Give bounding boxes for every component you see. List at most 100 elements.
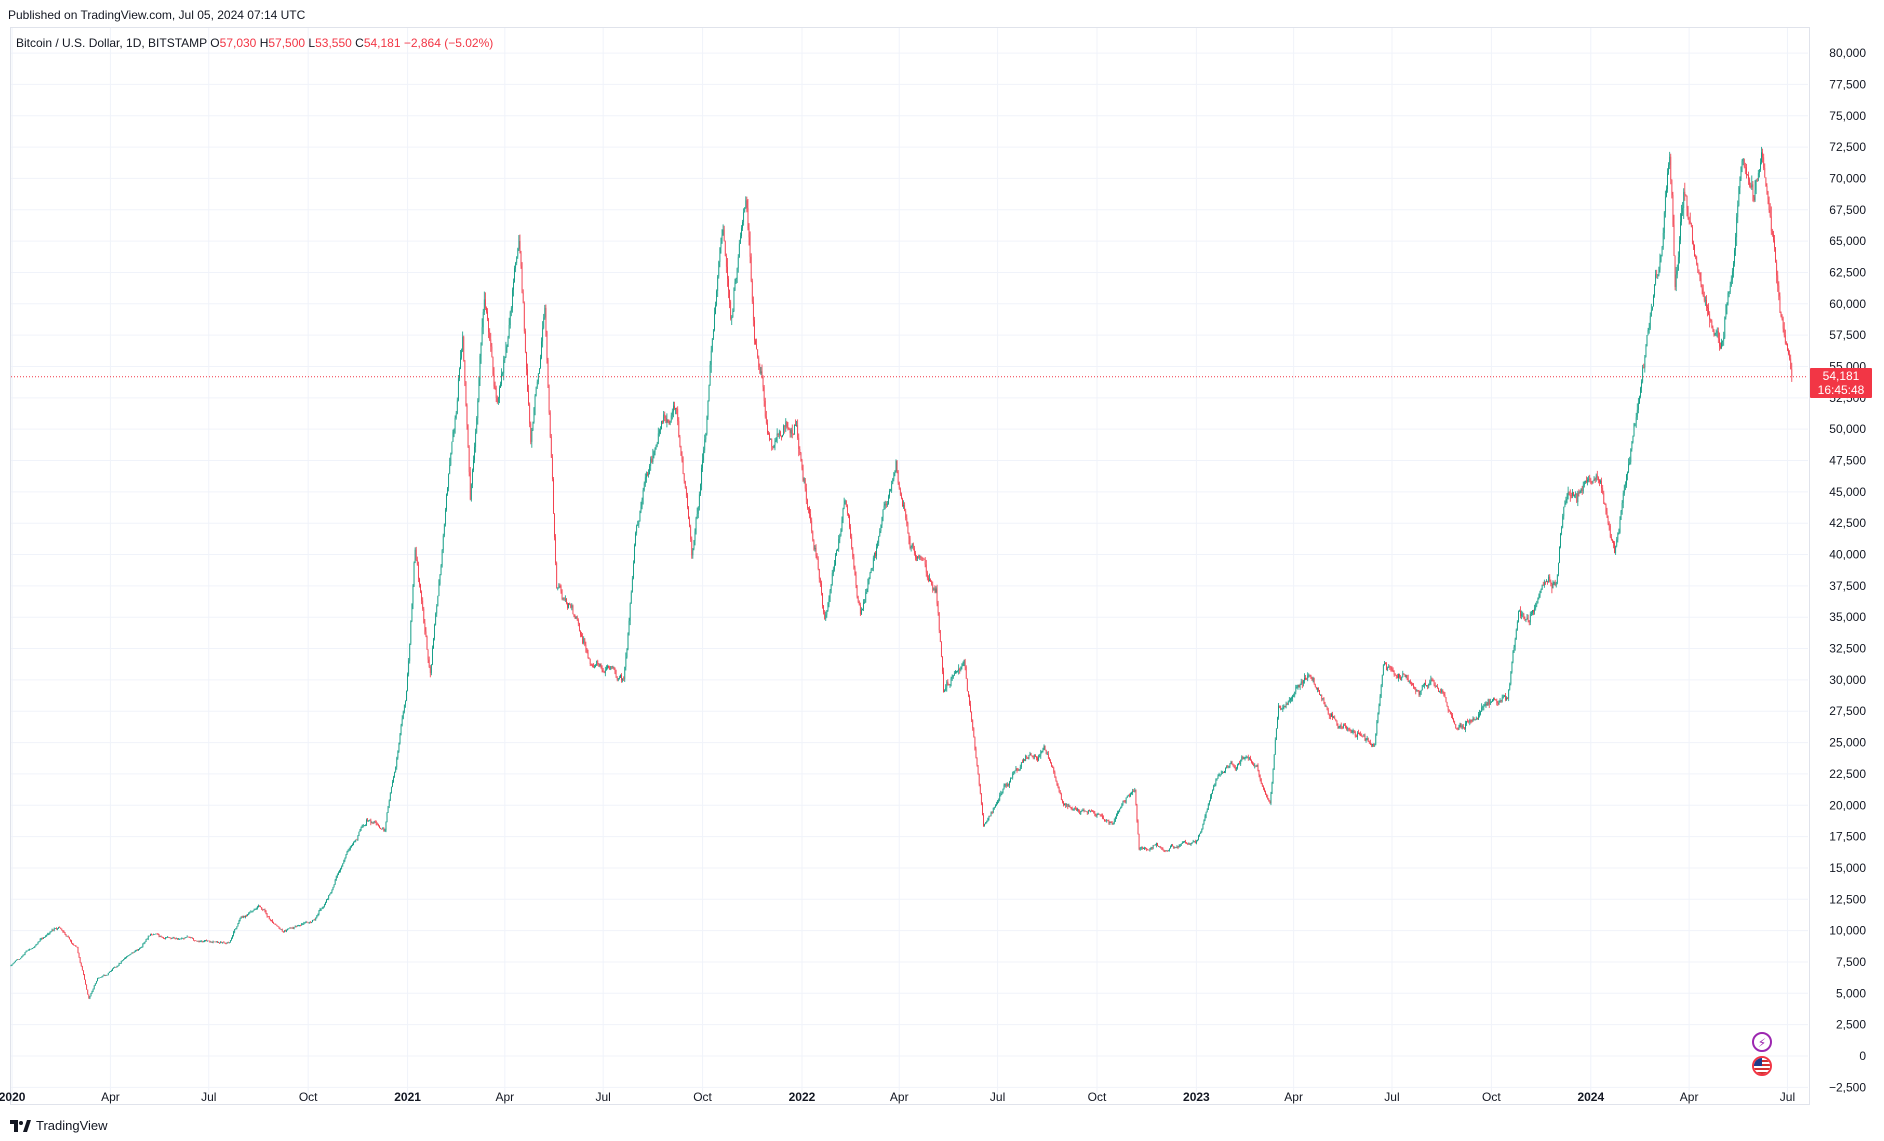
candle-body-down — [551, 457, 553, 479]
symbol-legend[interactable]: Bitcoin / U.S. Dollar, 1D, BITSTAMP O57,… — [16, 36, 493, 50]
candle-body-down — [1108, 821, 1110, 823]
y-tick-label: 65,000 — [1829, 234, 1866, 248]
candle-body-down — [809, 508, 810, 514]
candle-body-up — [1179, 844, 1181, 847]
candle-body-down — [559, 585, 561, 587]
candle-body-up — [129, 954, 131, 956]
candle-body-down — [489, 332, 491, 340]
candle-body-up — [958, 668, 960, 671]
candle-body-down — [1643, 367, 1645, 368]
candle-body-up — [1561, 527, 1563, 534]
candle-body-up — [996, 804, 997, 805]
candle-body-down — [174, 938, 176, 939]
candle-body-down — [1463, 728, 1465, 729]
candle-body-up — [106, 975, 108, 976]
candle-body-down — [942, 656, 943, 672]
candle-body-up — [289, 927, 291, 929]
candle-body-up — [1704, 299, 1706, 301]
candle-body-down — [1369, 742, 1371, 745]
candle-body-up — [541, 341, 542, 358]
candle-body-up — [1041, 751, 1043, 752]
candle-body-down — [580, 631, 581, 635]
candle-body-down — [591, 665, 593, 667]
candle-body-down — [528, 390, 529, 405]
candle-body-up — [316, 916, 318, 918]
candle-body-down — [1686, 195, 1688, 209]
candle-body-down — [1355, 735, 1357, 738]
candle-body-down — [1175, 847, 1177, 848]
x-tick-label: Oct — [693, 1090, 712, 1104]
candle-body-down — [969, 695, 970, 705]
candle-body-down — [1787, 343, 1788, 351]
candle-body-up — [1420, 689, 1422, 692]
candle-body-down — [1417, 690, 1419, 691]
candle-body-up — [353, 842, 354, 845]
candle-body-up — [929, 579, 930, 582]
candle-body-down — [527, 369, 528, 391]
candle-body-down — [1706, 299, 1707, 308]
candle-body-up — [648, 473, 649, 475]
candle-body-down — [768, 433, 769, 435]
candle-body-down — [259, 905, 260, 907]
candle-body-up — [1256, 765, 1258, 767]
candle-body-up — [1150, 847, 1152, 850]
candle-body-up — [1039, 755, 1041, 757]
candle-body-down — [1091, 810, 1092, 812]
candle-body-up — [661, 421, 662, 430]
candle-body-down — [356, 839, 358, 841]
candle-body-up — [199, 941, 201, 942]
candle-body-up — [1087, 810, 1089, 813]
candle-body-up — [1564, 502, 1566, 508]
candle-body-down — [801, 460, 803, 469]
tradingview-footer[interactable]: TradingView — [10, 1118, 108, 1133]
candle-body-up — [1577, 492, 1579, 503]
candle-body-up — [1206, 809, 1208, 813]
candle-body-down — [1431, 679, 1433, 681]
candle-body-up — [625, 657, 627, 667]
candle-body-up — [1742, 158, 1744, 161]
candle-body-down — [569, 603, 571, 605]
us-flag-icon[interactable] — [1752, 1056, 1772, 1076]
candle-body-down — [375, 821, 377, 825]
candle-body-up — [568, 603, 569, 608]
candle-body-up — [837, 548, 839, 551]
candle-body-up — [1015, 768, 1017, 771]
candle-body-down — [964, 660, 966, 667]
candle-body-up — [886, 503, 888, 506]
y-tick-label: 35,000 — [1829, 610, 1866, 624]
candle-body-down — [267, 916, 269, 917]
candle-body-down — [561, 591, 563, 599]
candle-body-up — [653, 452, 655, 456]
candle-body-down — [520, 253, 522, 267]
candle-body-up — [869, 572, 871, 579]
candle-body-down — [1701, 284, 1703, 289]
candle-body-up — [1552, 583, 1554, 589]
candle-body-down — [81, 965, 83, 971]
candle-body-down — [378, 824, 379, 827]
candle-body-up — [1632, 435, 1634, 443]
candle-body-up — [830, 584, 832, 591]
candle-body-up — [604, 669, 606, 673]
candle-body-up — [717, 276, 719, 291]
candle-body-down — [1057, 784, 1059, 788]
candle-body-down — [1141, 846, 1143, 849]
candle-body-up — [435, 613, 437, 625]
candle-body-up — [1293, 695, 1295, 697]
candle-body-up — [1740, 166, 1742, 180]
lightning-icon[interactable]: ⚡ — [1752, 1032, 1772, 1052]
candle-body-down — [1327, 709, 1329, 715]
candle-body-up — [254, 909, 256, 911]
candle-body-up — [34, 946, 36, 948]
candle-body-up — [235, 928, 237, 930]
candle-body-down — [1471, 721, 1473, 722]
candle-body-up — [385, 822, 387, 831]
candle-body-up — [1398, 674, 1399, 678]
candle-body-up — [1541, 584, 1543, 590]
candle-body-up — [512, 289, 513, 308]
candle-body-down — [426, 636, 428, 650]
candle-body-up — [733, 290, 735, 311]
candle-body-down — [810, 513, 812, 521]
candle-body-down — [1177, 846, 1179, 848]
y-tick-label: 27,500 — [1829, 704, 1866, 718]
